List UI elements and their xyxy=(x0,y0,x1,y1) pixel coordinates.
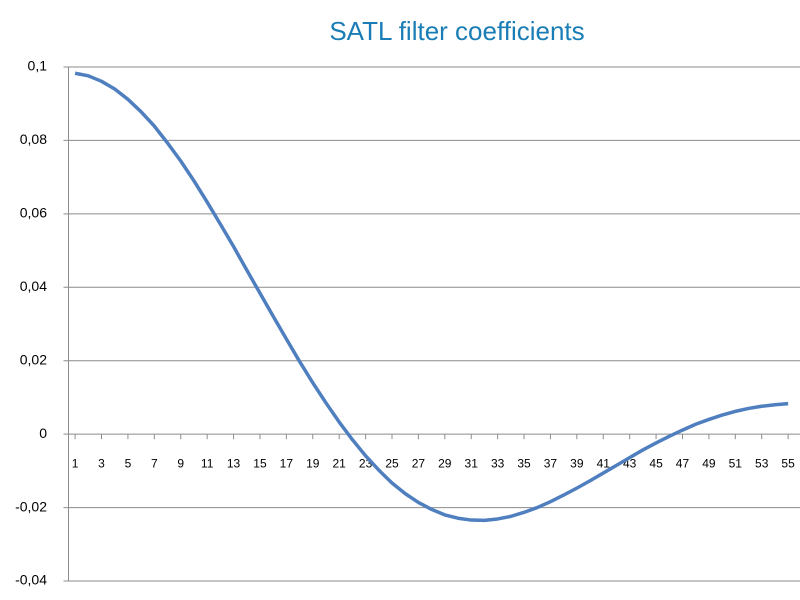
x-tick-label: 39 xyxy=(570,456,584,470)
x-tick-label: 15 xyxy=(253,456,267,470)
x-tick-label: 27 xyxy=(412,456,426,470)
y-tick-label: -0,04 xyxy=(15,572,47,588)
y-tick-label: 0 xyxy=(39,425,47,441)
x-tick-label: 51 xyxy=(729,456,743,470)
x-tick-label: 49 xyxy=(702,456,716,470)
x-tick-label: 31 xyxy=(465,456,479,470)
x-tick-label: 3 xyxy=(98,456,105,470)
x-tick-label: 45 xyxy=(649,456,663,470)
x-tick-label: 37 xyxy=(544,456,558,470)
line-series xyxy=(74,71,789,523)
x-tick-label: 9 xyxy=(177,456,184,470)
y-tick-label: 0,04 xyxy=(20,278,47,294)
x-tick-label: 41 xyxy=(597,456,611,470)
x-tick-label: 7 xyxy=(151,456,158,470)
x-tick-label: 25 xyxy=(385,456,399,470)
x-tick-label: 1 xyxy=(72,456,79,470)
y-tick-label: 0,06 xyxy=(20,205,47,221)
x-tick-label: 11 xyxy=(201,456,214,470)
x-tick-label: 47 xyxy=(676,456,690,470)
y-tick-label: 0,08 xyxy=(20,131,47,147)
x-tick-label: 35 xyxy=(517,456,531,470)
x-tick-label: 33 xyxy=(491,456,505,470)
x-tick-label: 29 xyxy=(438,456,452,470)
x-tick-label: 5 xyxy=(125,456,132,470)
y-tick-label: -0,02 xyxy=(15,498,47,514)
x-tick-label: 17 xyxy=(280,456,294,470)
x-tick-label: 13 xyxy=(227,456,241,470)
y-tick-label: 0,1 xyxy=(28,58,48,74)
x-tick-label: 53 xyxy=(755,456,769,470)
chart-title: SATL filter coefficients xyxy=(329,16,584,46)
y-tick-label: 0,02 xyxy=(20,351,47,367)
x-tick-label: 55 xyxy=(781,456,795,470)
x-tick-label: 19 xyxy=(306,456,320,470)
x-tick-label: 21 xyxy=(333,456,347,470)
